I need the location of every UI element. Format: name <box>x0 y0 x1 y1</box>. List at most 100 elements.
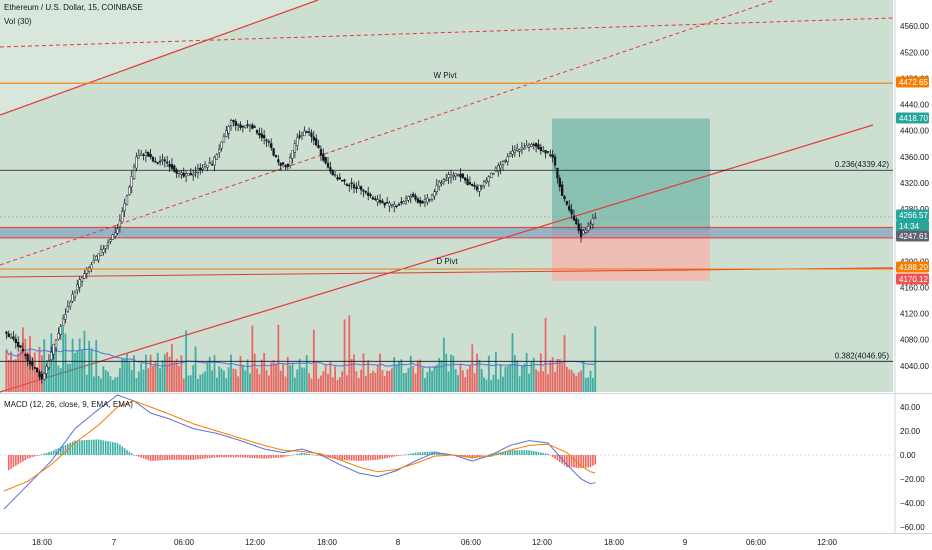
candle[interactable] <box>95 255 98 261</box>
candle[interactable] <box>497 162 500 177</box>
candle[interactable] <box>83 270 86 280</box>
candle[interactable] <box>549 149 552 158</box>
candle[interactable] <box>409 193 412 204</box>
candle[interactable] <box>274 154 278 158</box>
candle[interactable] <box>322 148 325 163</box>
candle[interactable] <box>260 127 263 142</box>
candle[interactable] <box>279 162 282 171</box>
candle[interactable] <box>300 131 304 140</box>
candle[interactable] <box>35 367 39 374</box>
candle[interactable] <box>28 355 32 370</box>
candle[interactable] <box>277 155 280 166</box>
candle[interactable] <box>69 300 72 310</box>
candle[interactable] <box>9 332 13 339</box>
candle[interactable] <box>348 183 351 192</box>
candle[interactable] <box>376 195 379 207</box>
candle[interactable] <box>114 226 117 240</box>
candle[interactable] <box>378 193 382 205</box>
candle[interactable] <box>568 199 571 212</box>
candle[interactable] <box>265 138 268 148</box>
channel-lower-trendline[interactable] <box>0 124 874 393</box>
candle[interactable] <box>47 354 51 371</box>
candle[interactable] <box>194 166 197 178</box>
candle[interactable] <box>258 127 261 139</box>
candle[interactable] <box>572 209 576 221</box>
candle[interactable] <box>286 163 289 170</box>
candle[interactable] <box>5 330 8 340</box>
candle[interactable] <box>542 145 545 153</box>
candle[interactable] <box>490 172 493 179</box>
candle[interactable] <box>7 330 10 338</box>
candle[interactable] <box>54 339 58 352</box>
candle[interactable] <box>284 164 287 171</box>
candle[interactable] <box>508 151 512 157</box>
candle[interactable] <box>137 149 140 159</box>
candle[interactable] <box>52 343 55 360</box>
candle[interactable] <box>523 143 526 150</box>
candle[interactable] <box>584 227 587 234</box>
candle[interactable] <box>404 195 408 205</box>
candle[interactable] <box>532 142 535 150</box>
candle[interactable] <box>383 202 386 209</box>
candle[interactable] <box>310 129 313 143</box>
candle[interactable] <box>244 125 247 129</box>
candle[interactable] <box>499 161 502 175</box>
candle[interactable] <box>312 130 315 146</box>
candle[interactable] <box>170 158 174 171</box>
candle[interactable] <box>471 183 474 187</box>
candle[interactable] <box>99 244 103 257</box>
candle[interactable] <box>421 200 424 204</box>
candle[interactable] <box>587 222 590 233</box>
candle[interactable] <box>449 169 453 184</box>
candle[interactable] <box>229 118 233 131</box>
candle[interactable] <box>527 142 531 152</box>
candle[interactable] <box>482 179 486 189</box>
candle[interactable] <box>80 276 84 287</box>
candle[interactable] <box>210 160 214 166</box>
candle[interactable] <box>158 155 162 166</box>
candle[interactable] <box>438 179 441 191</box>
candle[interactable] <box>154 157 157 163</box>
candle[interactable] <box>589 220 592 230</box>
macd-axis[interactable]: 40.00 20.00 0.00 −20.00 −40.00 −60.00 <box>900 403 925 532</box>
candle[interactable] <box>144 149 148 163</box>
candle[interactable] <box>435 178 438 196</box>
candle[interactable] <box>487 175 490 187</box>
channel-mid-dashed-line[interactable] <box>0 0 776 266</box>
candle[interactable] <box>416 196 420 204</box>
candle[interactable] <box>106 239 110 250</box>
candle[interactable] <box>504 159 507 164</box>
candle[interactable] <box>251 122 254 130</box>
candle[interactable] <box>161 153 164 166</box>
candle[interactable] <box>560 181 564 196</box>
candle[interactable] <box>177 171 181 178</box>
candle[interactable] <box>355 182 358 194</box>
candle[interactable] <box>14 334 17 349</box>
macd-legend[interactable]: MACD (12, 26, close, 9, EMA, EMA) <box>4 400 133 409</box>
candle[interactable] <box>307 127 311 137</box>
candle[interactable] <box>73 290 77 302</box>
candle[interactable] <box>419 196 422 207</box>
candle[interactable] <box>92 254 96 264</box>
candle[interactable] <box>215 152 218 161</box>
candle[interactable] <box>357 180 360 189</box>
candle[interactable] <box>189 168 192 176</box>
candle[interactable] <box>142 153 145 161</box>
candle[interactable] <box>362 188 365 198</box>
long-position-profit-zone[interactable] <box>552 118 710 231</box>
candle[interactable] <box>199 163 202 175</box>
candle[interactable] <box>130 170 133 194</box>
candle[interactable] <box>364 190 367 195</box>
candle[interactable] <box>263 129 266 145</box>
candle[interactable] <box>475 183 479 193</box>
candle[interactable] <box>97 253 100 264</box>
macd-pane[interactable] <box>0 394 893 510</box>
candle[interactable] <box>267 139 271 147</box>
candle[interactable] <box>59 323 62 340</box>
time-axis[interactable]: 18:00 7 06:00 12:00 18:00 8 06:00 12:00 18:00 9 06… <box>32 538 838 547</box>
candle[interactable] <box>24 352 27 360</box>
candle[interactable] <box>400 197 403 206</box>
macd-line[interactable] <box>3 394 596 510</box>
candle[interactable] <box>289 153 292 169</box>
candle[interactable] <box>175 167 178 178</box>
